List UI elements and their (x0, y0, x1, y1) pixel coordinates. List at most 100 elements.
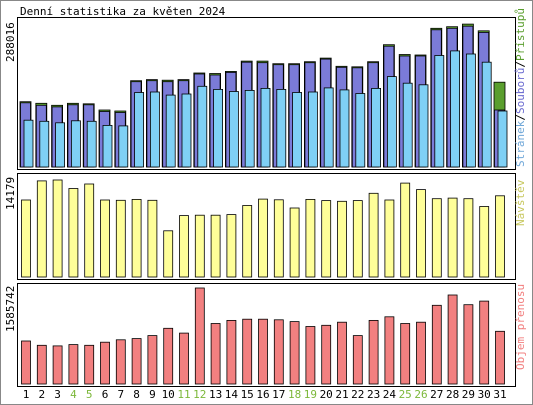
legend-sep-1: / (514, 114, 527, 121)
volume-bar (163, 327, 174, 385)
volume-bar (352, 335, 363, 385)
visits-bar (163, 230, 174, 278)
day-label: 2 (38, 388, 45, 401)
day-labels: 1 2 3 4 5 6 7 8 9 10 11 12 13 14 15 16 17 18 19 20 21 22 23 24 2… (23, 388, 507, 401)
day-label: 5 (86, 388, 93, 401)
day-label: 8 (133, 388, 140, 401)
day-label: 17 (272, 388, 285, 401)
files-bar (86, 120, 97, 168)
visits-bar (226, 214, 237, 278)
visits-bar (115, 199, 126, 278)
volume-bar (68, 344, 79, 385)
legend-files: Souborů (514, 68, 527, 114)
visits-bar (305, 198, 316, 278)
visits-bar (400, 182, 411, 278)
files-bar (149, 91, 160, 168)
day-label: 29 (462, 388, 475, 401)
volume-bar (479, 300, 490, 385)
volume-bar (416, 321, 426, 385)
day-label: 18 (288, 388, 301, 401)
day-label: 16 (256, 388, 269, 401)
files-bar (402, 82, 413, 168)
requests-panel (17, 17, 516, 170)
files-bar (339, 89, 350, 168)
volume-bar (495, 330, 505, 385)
visits-bar (194, 214, 205, 278)
requests-ymax-label: 288016 (4, 22, 17, 62)
volume-bar (210, 323, 221, 385)
volume-bar (258, 318, 268, 385)
files-bar (371, 88, 382, 168)
visits-bar (352, 200, 363, 278)
day-label: 25 (399, 388, 412, 401)
volume-panel (17, 283, 516, 387)
day-label: 24 (383, 388, 397, 401)
volume-bar (384, 316, 395, 385)
volume-bar (273, 319, 284, 385)
day-label: 26 (414, 388, 427, 401)
files-bar (355, 93, 366, 168)
files-bar (260, 88, 271, 168)
requests-legend: Stránek/Souborů/Přístupů (514, 8, 527, 167)
volume-bars (21, 287, 505, 385)
day-label: 9 (149, 388, 156, 401)
day-label: 14 (225, 388, 239, 401)
chart-title: Denní statistika za květen 2024 (20, 5, 226, 18)
legend-hits: Přístupů (514, 8, 527, 61)
visits-bar (36, 180, 47, 278)
volume-bar (337, 321, 347, 385)
day-label: 11 (177, 388, 190, 401)
day-label: 21 (335, 388, 348, 401)
files-bar (307, 91, 318, 168)
day-label: 27 (430, 388, 443, 401)
visits-bar (479, 206, 490, 278)
legend-pages: Stránek (514, 120, 527, 167)
day-label: 19 (304, 388, 317, 401)
visits-bars (21, 179, 505, 278)
volume-bar (21, 340, 31, 385)
files-bar (386, 76, 397, 168)
visits-bar (368, 192, 379, 278)
volume-bar (36, 344, 47, 385)
volume-bar (147, 335, 158, 385)
files-bar (228, 91, 239, 168)
day-label: 28 (446, 388, 459, 401)
day-label: 6 (102, 388, 109, 401)
visits-bar (495, 195, 505, 278)
volume-bar (84, 344, 95, 385)
files-bar (323, 87, 334, 168)
volume-bar (115, 339, 126, 385)
day-label: 12 (193, 388, 206, 401)
visits-ymax-label: 14179 (4, 177, 17, 210)
volume-ymax-label: 1585742 (4, 286, 17, 332)
requests-bars (19, 23, 508, 168)
visits-bar (273, 199, 284, 278)
visits-bar (68, 188, 79, 278)
day-label: 13 (209, 388, 222, 401)
volume-bar (179, 332, 189, 385)
day-label: 31 (493, 388, 506, 401)
volume-bar (305, 326, 316, 385)
visits-bar (337, 200, 347, 278)
visits-bar (321, 200, 332, 278)
day-label: 1 (23, 388, 30, 401)
volume-bar (242, 318, 253, 385)
files-bar (292, 92, 303, 168)
visits-bar (210, 214, 221, 278)
files-bar (102, 125, 113, 168)
visits-bar (147, 199, 158, 278)
files-bar (55, 122, 65, 168)
visits-bar (84, 183, 95, 278)
visits-bar (21, 199, 31, 278)
visits-bar (384, 199, 395, 278)
files-bar (71, 120, 81, 168)
volume-bar (131, 338, 142, 385)
visits-bar (463, 198, 474, 278)
day-label: 22 (351, 388, 364, 401)
files-bar (118, 125, 129, 168)
day-label: 23 (367, 388, 380, 401)
files-bar (244, 90, 255, 168)
files-bar (134, 92, 145, 168)
volume-bar (321, 324, 332, 385)
